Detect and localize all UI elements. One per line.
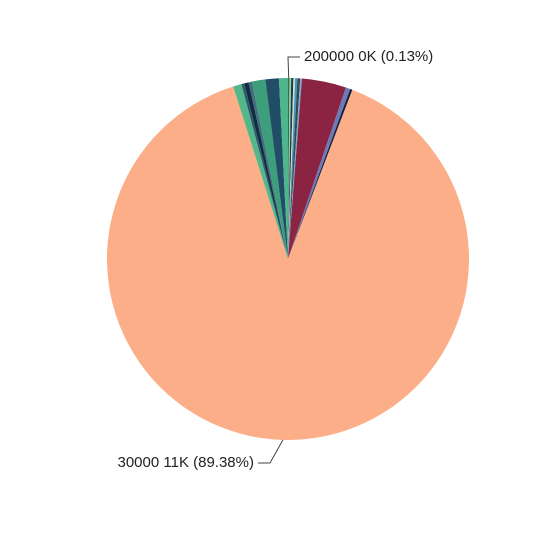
label-200000-0k: 200000 0K (0.13%) — [304, 48, 433, 65]
pie-slice-small-9[interactable] — [288, 89, 353, 259]
pie-slice-small-13[interactable] — [248, 81, 288, 260]
pie-slice-small-2[interactable] — [288, 78, 294, 259]
pie-slice-small-16[interactable] — [278, 78, 288, 259]
label-200000-0k-leader-line — [287, 56, 300, 79]
pie-slice-30000-11k[interactable] — [107, 86, 470, 440]
pie-slice-small-10[interactable] — [233, 84, 288, 259]
pie-slice-small-6[interactable] — [288, 78, 302, 259]
pie-slice-200000-0k[interactable] — [288, 78, 290, 259]
pie-slice-small-11[interactable] — [241, 83, 288, 259]
label-30000-11k: 30000 11K (89.38%) — [118, 454, 255, 471]
pie-slice-small-14[interactable] — [251, 79, 288, 259]
pie-slice-small-12[interactable] — [244, 82, 288, 259]
pie-slice-small-1[interactable] — [288, 78, 292, 259]
pie-slice-small-15[interactable] — [265, 78, 288, 259]
pie-slice-small-4[interactable] — [288, 78, 298, 259]
label-30000-11k-leader-line — [258, 439, 284, 464]
pie-slice-small-7[interactable] — [288, 78, 346, 259]
pie-slice-small-8[interactable] — [288, 87, 351, 260]
pie-slice-small-5[interactable] — [288, 78, 301, 259]
pie-slice-small-3[interactable] — [288, 78, 296, 259]
